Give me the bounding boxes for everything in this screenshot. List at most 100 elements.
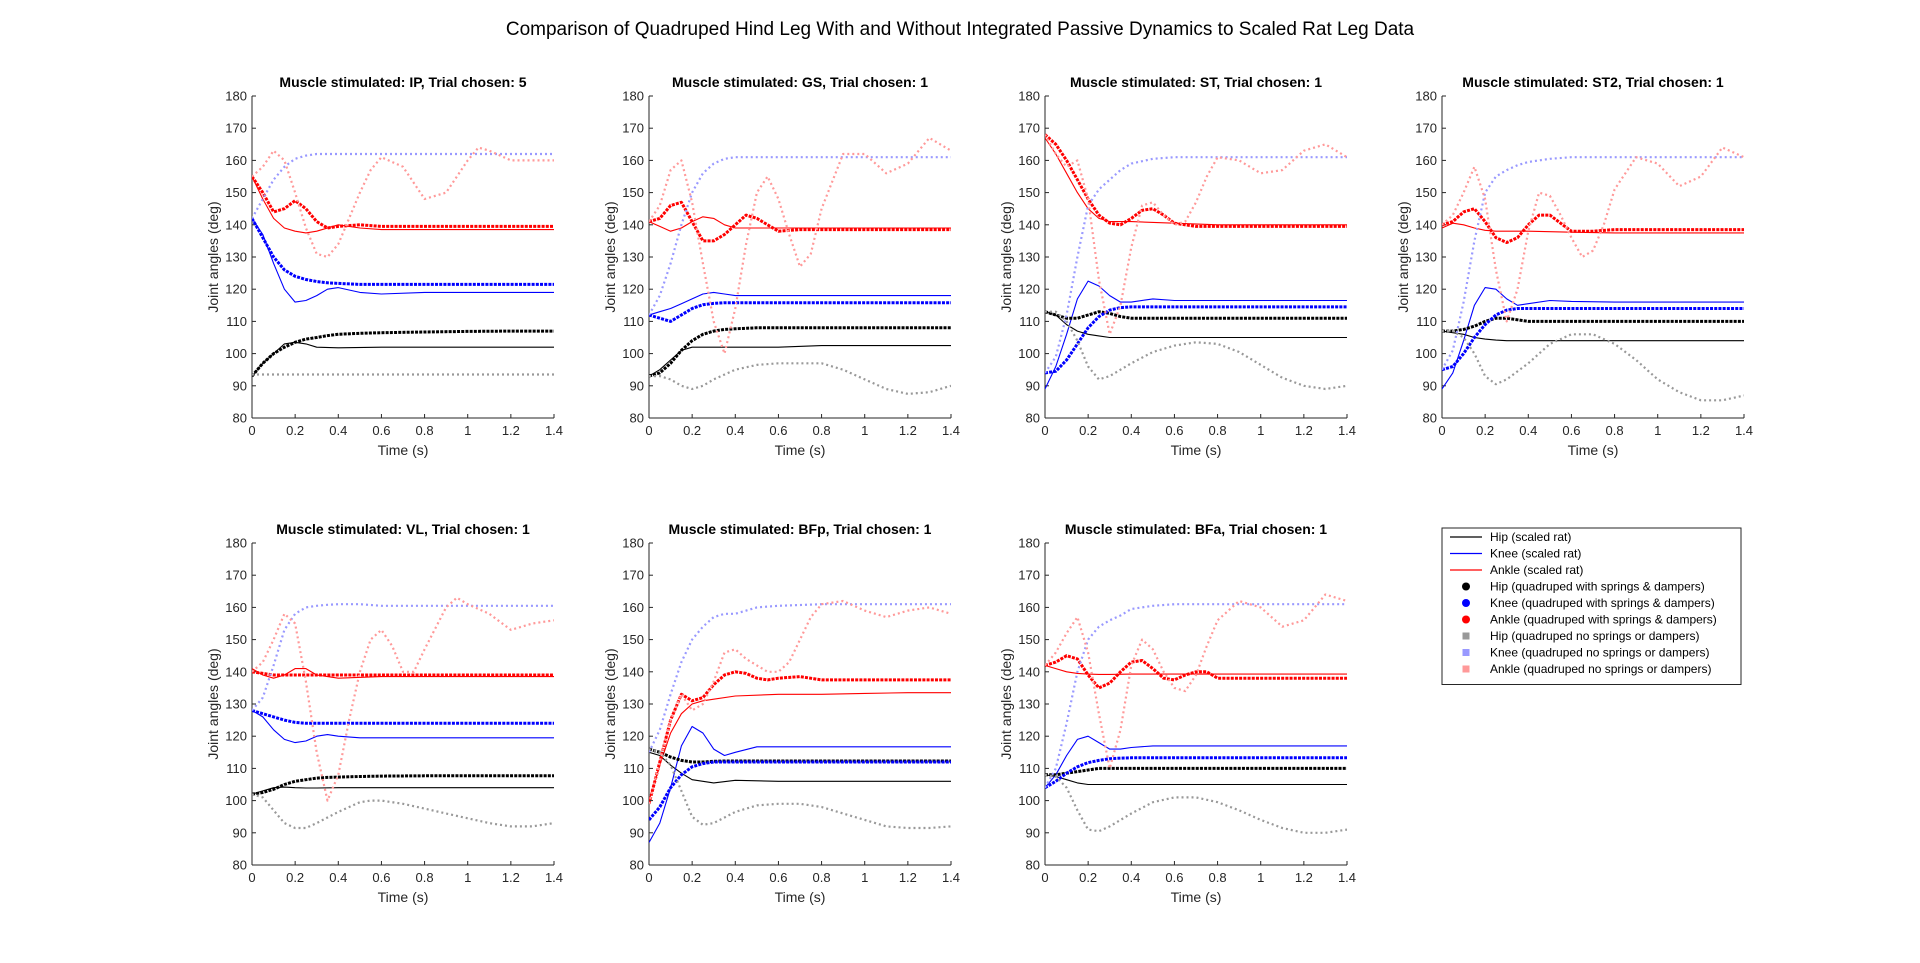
series-ankle-quadruped-no-springs-or-dampers bbox=[1045, 593, 1347, 770]
series-knee-quadruped-no-springs-or-dampers bbox=[1045, 603, 1347, 789]
y-tick-label: 130 bbox=[622, 250, 644, 265]
x-tick-label: 1.2 bbox=[1295, 870, 1313, 885]
series-knee-scaled-rat bbox=[649, 291, 951, 316]
y-tick-label: 180 bbox=[1415, 89, 1437, 104]
subplot-5: 0 0.2 0.4 0.6 0.8 1 1.2 1.4 80 90 100 110 120 130 140 1… bbox=[205, 521, 563, 905]
y-tick-label: 80 bbox=[1026, 858, 1040, 873]
y-tick-label: 90 bbox=[233, 378, 247, 393]
x-tick-label: 0.2 bbox=[683, 870, 701, 885]
x-tick-label: 0.6 bbox=[1165, 423, 1183, 438]
series-ankle-scaled-rat bbox=[1045, 664, 1347, 675]
y-tick-label: 120 bbox=[225, 282, 247, 297]
y-tick-label: 180 bbox=[1018, 536, 1040, 551]
y-tick-label: 140 bbox=[1415, 217, 1437, 232]
legend-square-marker bbox=[1462, 665, 1470, 673]
x-tick-label: 1.2 bbox=[899, 870, 917, 885]
series-knee-scaled-rat bbox=[1045, 280, 1347, 390]
series-knee-quadruped-with-springs-dampers bbox=[252, 708, 554, 725]
subplot-title: Muscle stimulated: ST2, Trial chosen: 1 bbox=[1462, 74, 1724, 90]
y-tick-label: 170 bbox=[225, 121, 247, 136]
x-tick-label: 0 bbox=[248, 423, 255, 438]
x-tick-label: 1 bbox=[1257, 423, 1264, 438]
x-tick-label: 0.2 bbox=[1079, 423, 1097, 438]
x-tick-label: 0.6 bbox=[769, 870, 787, 885]
y-tick-label: 110 bbox=[1019, 314, 1040, 329]
y-tick-label: 80 bbox=[630, 411, 644, 426]
series-group bbox=[1442, 146, 1744, 402]
x-tick-label: 0.4 bbox=[726, 423, 744, 438]
y-tick-label: 150 bbox=[622, 632, 644, 647]
y-tick-label: 150 bbox=[622, 185, 644, 200]
x-tick-label: 0.4 bbox=[1122, 423, 1140, 438]
series-hip-quadruped-no-springs-or-dampers bbox=[1442, 330, 1744, 402]
subplot-2: 0 0.2 0.4 0.6 0.8 1 1.2 1.4 80 90 100 110 120 130 140 1… bbox=[602, 74, 960, 458]
x-tick-label: 0.8 bbox=[416, 870, 434, 885]
x-axis-label: Time (s) bbox=[1171, 442, 1222, 458]
x-tick-label: 0.8 bbox=[813, 423, 831, 438]
x-tick-label: 0.4 bbox=[1122, 870, 1140, 885]
y-tick-label: 90 bbox=[1026, 825, 1040, 840]
y-tick-label: 90 bbox=[233, 825, 247, 840]
series-hip-scaled-rat bbox=[649, 751, 951, 784]
x-axis-label: Time (s) bbox=[775, 889, 826, 905]
y-tick-label: 160 bbox=[622, 600, 644, 615]
y-tick-label: 110 bbox=[1416, 314, 1437, 329]
series-ankle-scaled-rat bbox=[649, 692, 951, 801]
x-tick-label: 0 bbox=[1041, 870, 1048, 885]
series-knee-scaled-rat bbox=[252, 218, 554, 303]
y-tick-label: 120 bbox=[1018, 729, 1040, 744]
series-group bbox=[252, 146, 554, 378]
legend-label: Knee (quadruped with springs & dampers) bbox=[1490, 596, 1715, 610]
y-tick-label: 150 bbox=[1018, 185, 1040, 200]
x-tick-label: 0.4 bbox=[1519, 423, 1537, 438]
x-tick-label: 1 bbox=[464, 423, 471, 438]
y-tick-label: 160 bbox=[225, 153, 247, 168]
x-tick-label: 1.2 bbox=[502, 870, 520, 885]
y-tick-label: 100 bbox=[225, 793, 247, 808]
series-ankle-scaled-rat bbox=[252, 176, 554, 234]
series-hip-quadruped-with-springs-dampers bbox=[252, 774, 554, 796]
legend-dot-marker bbox=[1462, 615, 1470, 624]
legend-label: Ankle (quadruped with springs & dampers) bbox=[1490, 613, 1717, 627]
plot-area bbox=[1442, 96, 1744, 418]
x-tick-label: 1 bbox=[861, 423, 868, 438]
y-tick-label: 110 bbox=[226, 761, 247, 776]
y-tick-label: 100 bbox=[1018, 346, 1040, 361]
y-tick-label: 170 bbox=[622, 121, 644, 136]
x-tick-label: 0.2 bbox=[286, 870, 304, 885]
y-axis-label: Joint angles (deg) bbox=[602, 201, 618, 312]
x-tick-label: 0 bbox=[248, 870, 255, 885]
subplot-4: 0 0.2 0.4 0.6 0.8 1 1.2 1.4 80 90 100 110 120 130 140 1… bbox=[1395, 74, 1753, 458]
series-hip-scaled-rat bbox=[1442, 330, 1744, 342]
x-tick-label: 1 bbox=[1257, 870, 1264, 885]
series-hip-quadruped-with-springs-dampers bbox=[1442, 316, 1744, 333]
legend-label: Ankle (scaled rat) bbox=[1490, 563, 1583, 577]
y-tick-label: 140 bbox=[225, 664, 247, 679]
x-tick-label: 0.6 bbox=[372, 423, 390, 438]
series-ankle-quadruped-with-springs-dampers bbox=[252, 670, 554, 677]
series-group bbox=[649, 136, 951, 395]
y-tick-label: 120 bbox=[622, 729, 644, 744]
y-tick-label: 170 bbox=[1415, 121, 1437, 136]
series-ankle-quadruped-with-springs-dampers bbox=[649, 670, 951, 805]
y-tick-label: 100 bbox=[622, 346, 644, 361]
legend-label: Knee (quadruped no springs or dampers) bbox=[1490, 646, 1709, 660]
series-hip-quadruped-no-springs-or-dampers bbox=[649, 748, 951, 830]
x-axis-label: Time (s) bbox=[378, 442, 429, 458]
x-axis-label: Time (s) bbox=[775, 442, 826, 458]
y-axis-label: Joint angles (deg) bbox=[1395, 201, 1411, 312]
series-hip-quadruped-no-springs-or-dampers bbox=[1045, 310, 1347, 391]
y-tick-label: 180 bbox=[225, 536, 247, 551]
y-tick-label: 140 bbox=[622, 217, 644, 232]
y-tick-label: 120 bbox=[1415, 282, 1437, 297]
plot-area bbox=[252, 543, 554, 865]
subplot-3: 0 0.2 0.4 0.6 0.8 1 1.2 1.4 80 90 100 110 120 130 140 1… bbox=[998, 74, 1356, 458]
x-tick-label: 0.2 bbox=[286, 423, 304, 438]
x-tick-label: 0.6 bbox=[769, 423, 787, 438]
y-tick-label: 170 bbox=[1018, 121, 1040, 136]
y-axis-label: Joint angles (deg) bbox=[205, 201, 221, 312]
x-tick-label: 1.4 bbox=[545, 423, 563, 438]
series-hip-scaled-rat bbox=[1045, 774, 1347, 786]
y-tick-label: 140 bbox=[622, 664, 644, 679]
x-tick-label: 0.4 bbox=[726, 870, 744, 885]
